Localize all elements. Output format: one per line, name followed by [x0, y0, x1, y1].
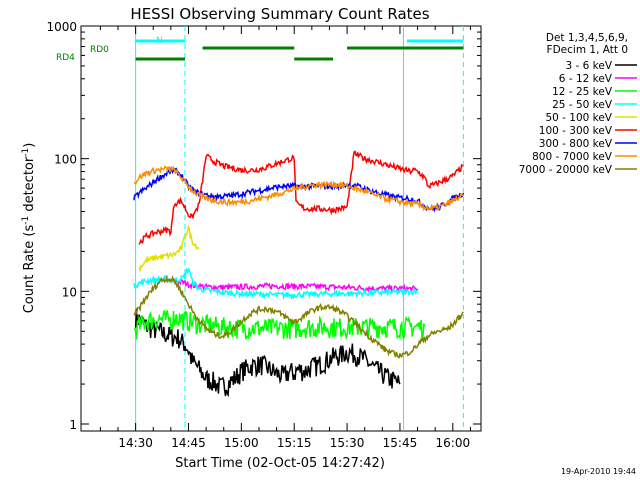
timestamp: 19-Apr-2010 19:44 — [561, 467, 636, 476]
vertical-markers — [135, 26, 464, 431]
chart-title: HESSI Observing Summary Count Rates — [130, 5, 429, 23]
x-axis-label: Start Time (02-Oct-05 14:27:42) — [175, 456, 385, 471]
legend-entry-6: 300 - 800 keV — [539, 138, 613, 150]
legend-entry-7: 800 - 7000 keV — [532, 151, 613, 163]
x-tick-label-4: 15:30 — [330, 436, 365, 450]
series-line-1 — [173, 278, 419, 294]
x-tick-label-0: 14:30 — [118, 436, 153, 450]
status-label-rd4: RD4 — [56, 53, 75, 63]
y-axis-label-mid: detector — [22, 156, 37, 216]
legend-entry-1: 6 - 12 keV — [559, 73, 613, 85]
y-tick-label-2: 100 — [54, 153, 77, 167]
series-line-4 — [138, 224, 200, 273]
y-tick-label-1: 10 — [62, 285, 77, 299]
series-line-5 — [138, 150, 464, 245]
legend-entry-3: 25 - 50 keV — [552, 99, 613, 111]
y-tick-label-0: 1 — [69, 418, 77, 432]
series-line-8 — [133, 274, 464, 359]
series-group — [133, 150, 465, 398]
x-tick-label-1: 14:45 — [171, 436, 206, 450]
y-tick-label-3: 1000 — [46, 20, 77, 34]
y-axis-label-end: ) — [22, 143, 37, 148]
series-line-0 — [134, 308, 401, 398]
legend-entry-5: 100 - 300 keV — [539, 125, 613, 137]
x-tick-label-3: 15:15 — [277, 436, 312, 450]
y-axis-label-main: Count Rate (s — [22, 225, 37, 314]
y-axis-label-sup2: -1 — [21, 148, 31, 157]
series-line-7 — [133, 165, 464, 212]
series-line-3 — [133, 267, 418, 301]
y-axis-label: Count Rate (s-1 detector-1) — [21, 143, 37, 314]
status-bars — [135, 39, 464, 61]
axes: 14:30 14:45 15:00 15:15 15:30 15:45 16:00 1 10 10… — [46, 20, 481, 450]
status-label-n: N — [156, 36, 163, 46]
legend-header-0: Det 1,3,4,5,6,9, — [546, 32, 628, 44]
legend-entry-2: 12 - 25 keV — [552, 86, 613, 98]
legend-header-1: FDecim 1, Att 0 — [547, 44, 628, 56]
legend: Det 1,3,4,5,6,9,FDecim 1, Att 0 3 - 6 keV… — [519, 32, 637, 176]
legend-entry-4: 50 - 100 keV — [545, 112, 612, 124]
legend-entry-8: 7000 - 20000 keV — [519, 164, 613, 176]
series-line-2 — [133, 309, 426, 341]
legend-entry-0: 3 - 6 keV — [565, 60, 612, 72]
x-tick-label-6: 16:00 — [436, 436, 471, 450]
y-axis-label-sup1: -1 — [21, 216, 31, 225]
x-tick-label-2: 15:00 — [224, 436, 259, 450]
status-label-rd0: RD0 — [90, 45, 109, 55]
x-tick-label-5: 15:45 — [383, 436, 418, 450]
